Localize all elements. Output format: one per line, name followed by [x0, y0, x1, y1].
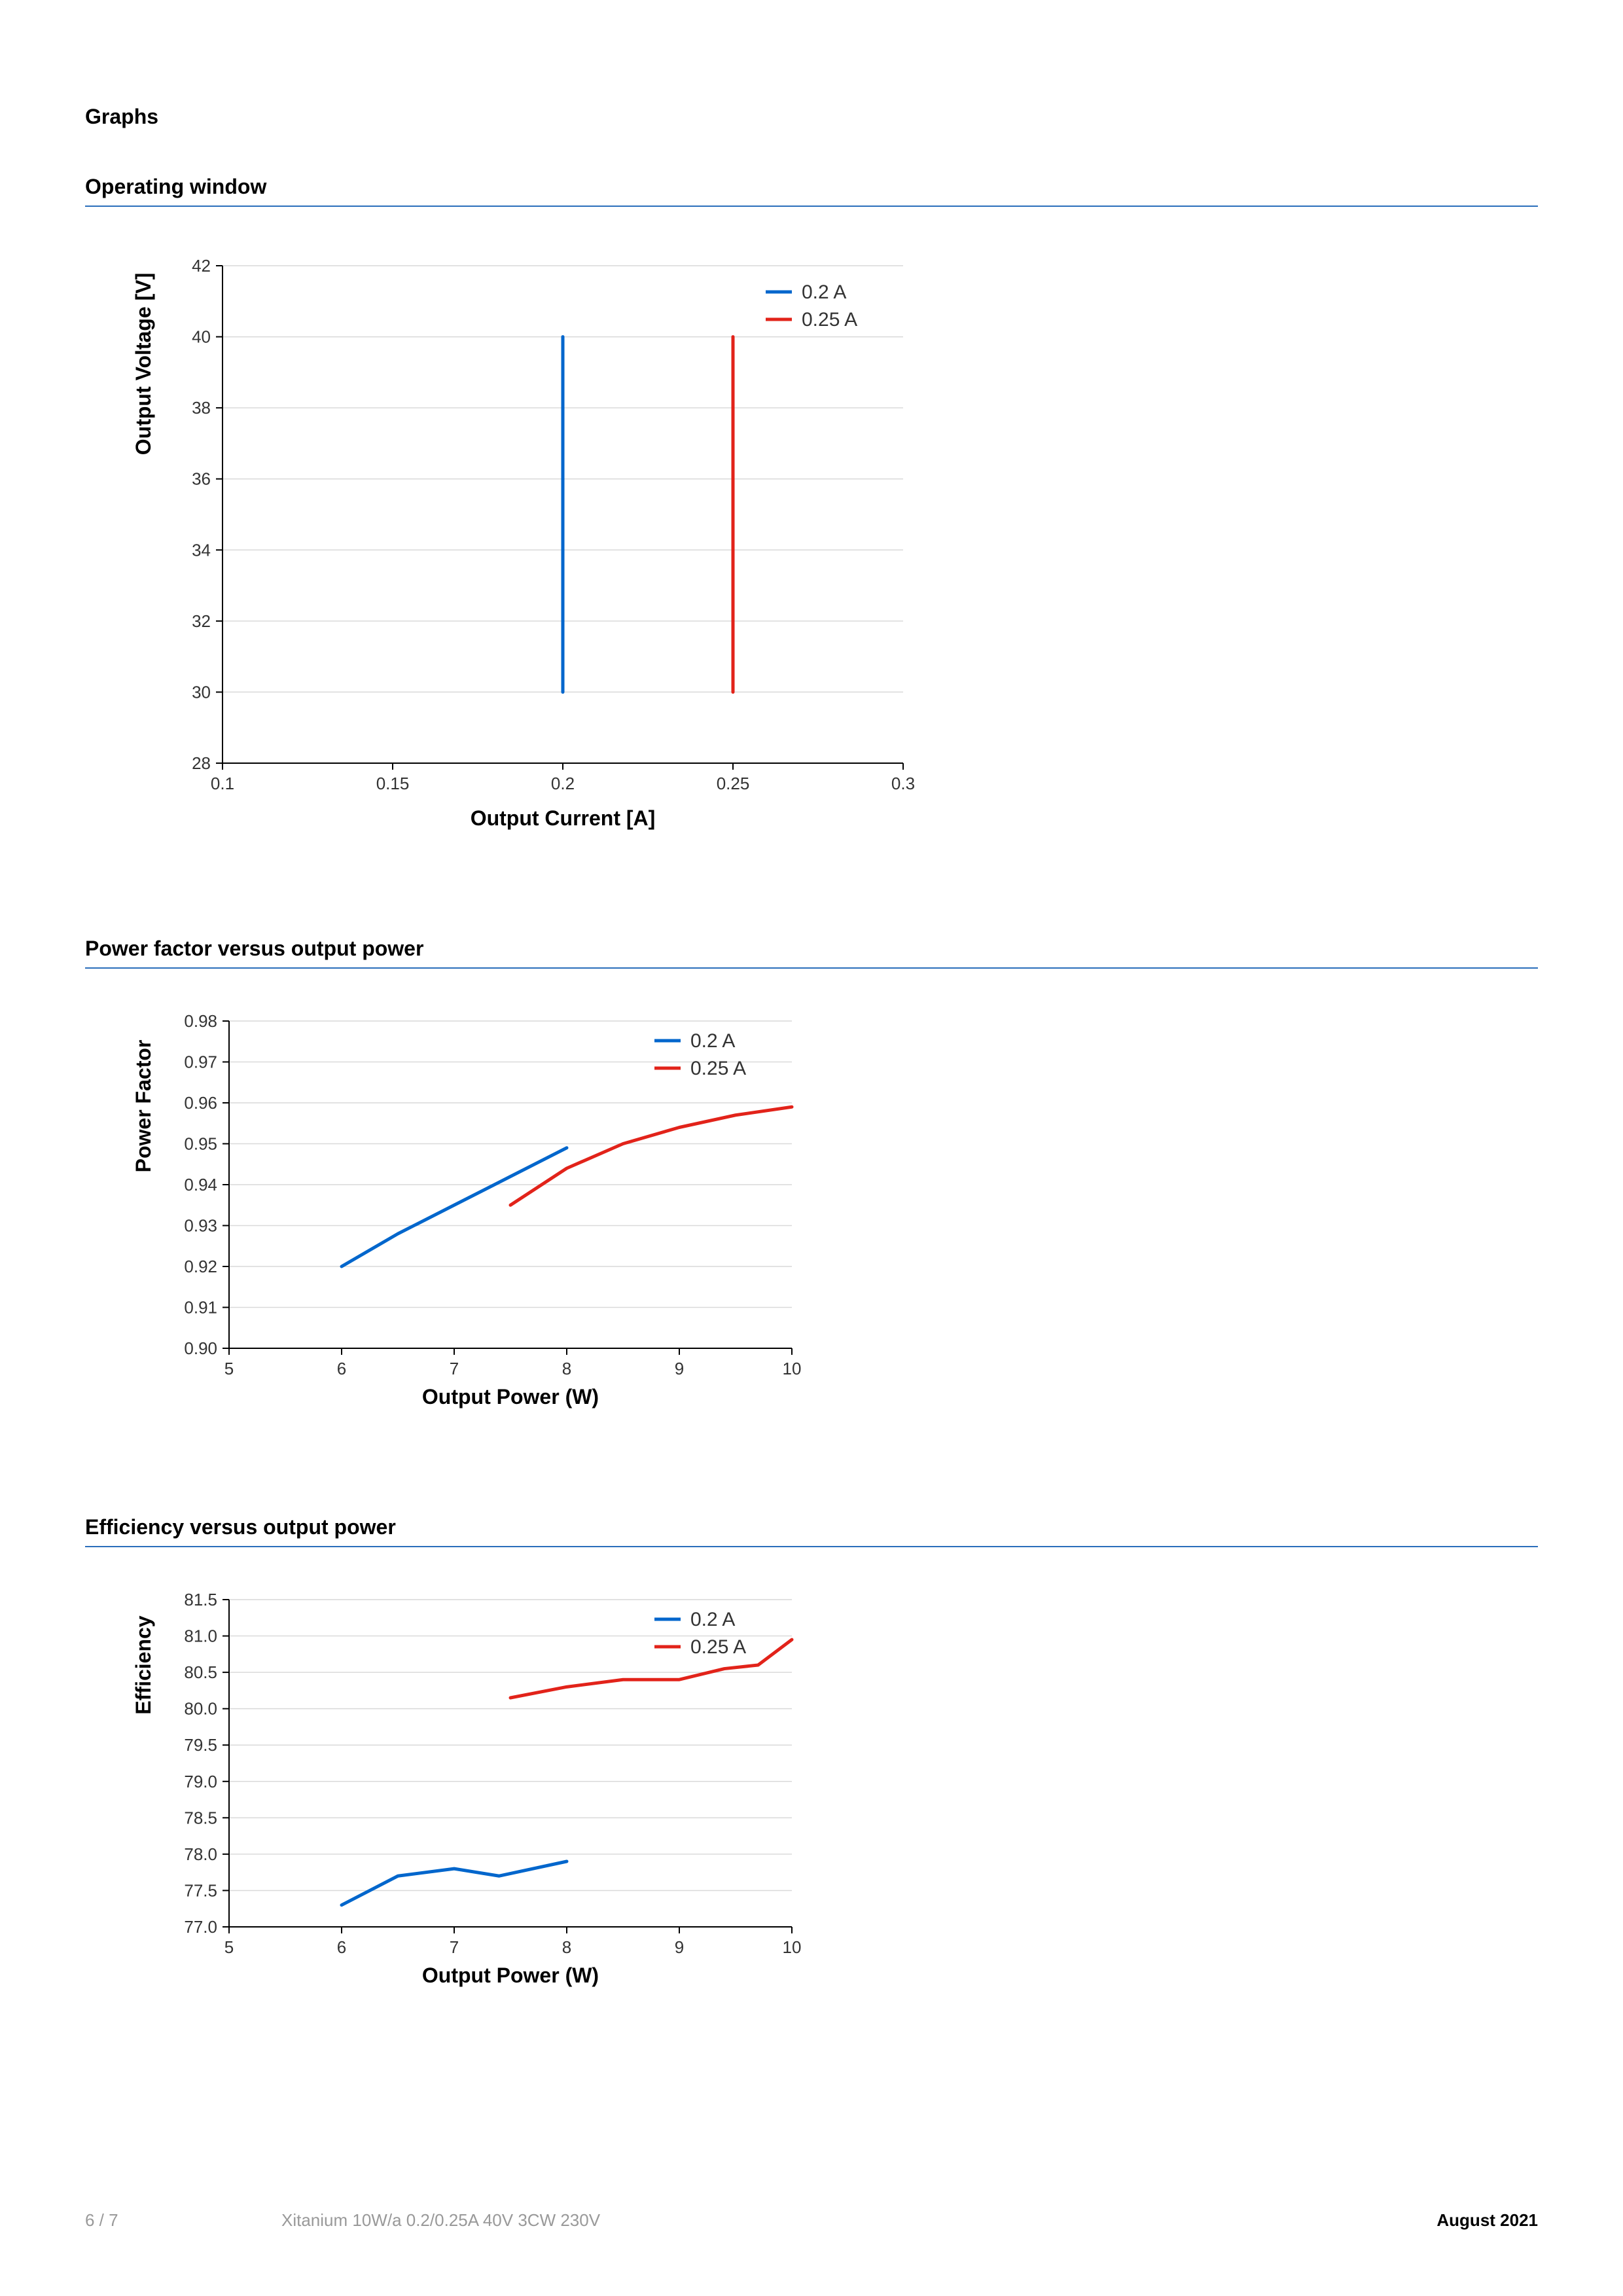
svg-text:30: 30 [192, 682, 211, 702]
svg-text:0.97: 0.97 [184, 1052, 217, 1072]
chart-power-factor: 0.90 0.91 0.92 0.93 0.94 0.95 0.96 0.97 0.98 5 6 7 8… [124, 1008, 831, 1414]
svg-text:32: 32 [192, 611, 211, 631]
footer-page-number: 6 / 7 [85, 2210, 281, 2231]
footer-date: August 2021 [1436, 2210, 1538, 2231]
svg-text:8: 8 [562, 1937, 571, 1957]
svg-text:7: 7 [450, 1937, 459, 1957]
svg-text:9: 9 [675, 1359, 684, 1378]
svg-text:80.5: 80.5 [184, 1662, 217, 1682]
svg-text:5: 5 [224, 1937, 234, 1957]
svg-text:0.2 A: 0.2 A [690, 1609, 735, 1630]
svg-text:5: 5 [224, 1359, 234, 1378]
page-title: Graphs [85, 105, 1538, 129]
svg-text:28: 28 [192, 753, 211, 773]
svg-text:0.92: 0.92 [184, 1257, 217, 1276]
svg-text:78.5: 78.5 [184, 1808, 217, 1827]
svg-text:77.5: 77.5 [184, 1880, 217, 1900]
svg-text:79.5: 79.5 [184, 1735, 217, 1755]
svg-text:0.25 A: 0.25 A [802, 309, 857, 331]
svg-text:8: 8 [562, 1359, 571, 1378]
svg-text:36: 36 [192, 469, 211, 489]
svg-text:0.2 A: 0.2 A [690, 1030, 735, 1052]
svg-text:Output Voltage [V]: Output Voltage [V] [132, 273, 155, 455]
svg-text:6: 6 [337, 1937, 346, 1957]
svg-text:77.0: 77.0 [184, 1917, 217, 1937]
svg-text:0.95: 0.95 [184, 1134, 217, 1154]
svg-text:0.98: 0.98 [184, 1011, 217, 1031]
svg-text:78.0: 78.0 [184, 1844, 217, 1864]
svg-text:0.25 A: 0.25 A [690, 1636, 746, 1658]
svg-text:0.2: 0.2 [551, 774, 575, 793]
svg-text:80.0: 80.0 [184, 1699, 217, 1719]
svg-text:0.15: 0.15 [376, 774, 410, 793]
svg-text:Output Current [A]: Output Current [A] [471, 806, 656, 830]
svg-text:0.94: 0.94 [184, 1175, 217, 1194]
svg-text:0.96: 0.96 [184, 1093, 217, 1113]
svg-text:0.25 A: 0.25 A [690, 1058, 746, 1079]
svg-text:81.0: 81.0 [184, 1626, 217, 1646]
page-footer: 6 / 7 Xitanium 10W/a 0.2/0.25A 40V 3CW 2… [85, 2210, 1538, 2231]
svg-text:0.2 A: 0.2 A [802, 281, 846, 303]
svg-text:40: 40 [192, 327, 211, 347]
svg-text:0.90: 0.90 [184, 1338, 217, 1358]
section-title-power-factor: Power factor versus output power [85, 937, 1538, 969]
svg-text:9: 9 [675, 1937, 684, 1957]
svg-text:79.0: 79.0 [184, 1772, 217, 1791]
svg-text:10: 10 [783, 1359, 802, 1378]
svg-text:6: 6 [337, 1359, 346, 1378]
svg-text:0.25: 0.25 [717, 774, 750, 793]
svg-text:Output Power (W): Output Power (W) [422, 1964, 599, 1987]
svg-text:Output Power (W): Output Power (W) [422, 1385, 599, 1408]
chart-operating-window: 28 30 32 34 36 38 40 42 0.1 0.15 0.2 0.25 0.3 0.2 A 0.… [124, 246, 942, 835]
svg-text:10: 10 [783, 1937, 802, 1957]
svg-text:0.3: 0.3 [891, 774, 915, 793]
svg-text:Efficiency: Efficiency [132, 1615, 155, 1714]
footer-product: Xitanium 10W/a 0.2/0.25A 40V 3CW 230V [281, 2210, 1436, 2231]
svg-text:Power Factor: Power Factor [132, 1040, 155, 1173]
section-title-efficiency: Efficiency versus output power [85, 1515, 1538, 1547]
svg-text:38: 38 [192, 398, 211, 418]
svg-text:42: 42 [192, 256, 211, 276]
chart-efficiency: 77.0 77.5 78.0 78.5 79.0 79.5 80.0 80.5 81.0 81.5… [124, 1587, 831, 1992]
svg-text:0.1: 0.1 [211, 774, 234, 793]
section-title-operating-window: Operating window [85, 175, 1538, 207]
svg-text:34: 34 [192, 540, 211, 560]
svg-text:7: 7 [450, 1359, 459, 1378]
svg-text:0.91: 0.91 [184, 1298, 217, 1318]
svg-text:0.93: 0.93 [184, 1216, 217, 1236]
svg-text:81.5: 81.5 [184, 1590, 217, 1609]
